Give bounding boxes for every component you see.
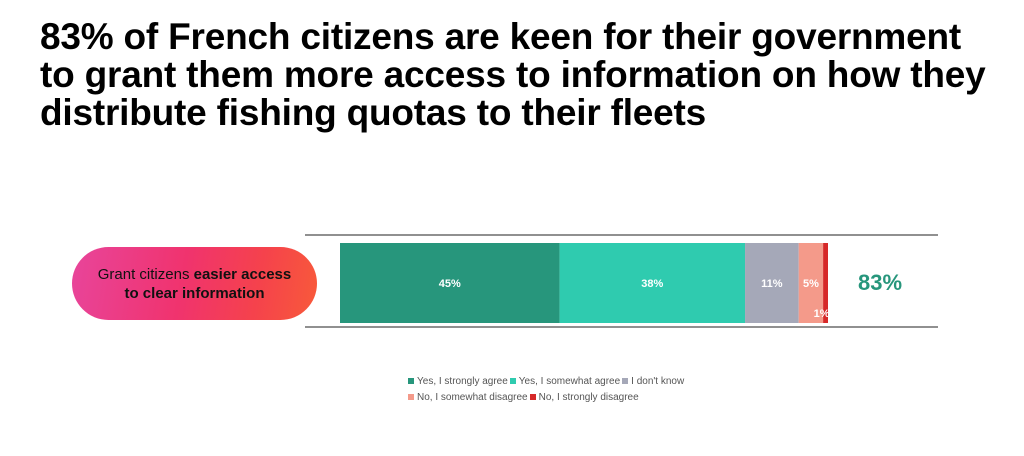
legend-item-strongly-disagree: No, I strongly disagree bbox=[529, 390, 639, 406]
legend-label-somewhat-agree: Yes, I somewhat agree bbox=[518, 376, 621, 387]
legend-item-dont-know: I don't know bbox=[622, 374, 684, 390]
legend-label-dont-know: I don't know bbox=[631, 376, 685, 387]
chart-title: 83% of French citizens are keen for thei… bbox=[40, 16, 986, 133]
legend-item-somewhat-agree: Yes, I somewhat agree bbox=[509, 374, 621, 390]
category-label: Grant citizens easier access to clear in… bbox=[72, 265, 317, 303]
total-agree-label: 83% bbox=[858, 270, 902, 295]
data-label-somewhat-disagree: 5% bbox=[803, 278, 819, 290]
legend-item-somewhat-disagree: No, I somewhat disagree bbox=[408, 390, 528, 406]
legend-swatch-somewhat-disagree bbox=[408, 394, 414, 400]
data-label-dont-know: 11% bbox=[761, 278, 783, 290]
legend-item-strongly-agree: Yes, I strongly agree bbox=[408, 374, 508, 390]
legend-label-somewhat-disagree: No, I somewhat disagree bbox=[417, 392, 528, 403]
bar-somewhat-disagree bbox=[798, 243, 824, 323]
legend-label-strongly-disagree: No, I strongly disagree bbox=[538, 392, 639, 403]
bar-strongly-disagree bbox=[823, 243, 828, 323]
category-label-part2: easier access to clear information bbox=[124, 265, 292, 302]
data-label-somewhat-agree: 38% bbox=[641, 278, 663, 290]
category-label-pill: Grant citizens easier access to clear in… bbox=[72, 247, 317, 320]
category-label-part1: Grant citizens bbox=[97, 265, 194, 283]
legend: Yes, I strongly agree Yes, I somewhat agr… bbox=[408, 374, 738, 406]
bar-segments: 45% 38% 11% 5% 1% bbox=[340, 243, 830, 323]
bar-strongly-agree bbox=[340, 243, 560, 323]
data-label-strongly-disagree: 1% bbox=[814, 308, 830, 320]
data-label-strongly-agree: 45% bbox=[439, 278, 461, 290]
legend-label-strongly-agree: Yes, I strongly agree bbox=[417, 376, 508, 387]
bar-somewhat-agree bbox=[559, 243, 746, 323]
legend-swatch-strongly-agree bbox=[408, 378, 414, 384]
legend-swatch-somewhat-agree bbox=[509, 378, 516, 384]
legend-swatch-strongly-disagree bbox=[529, 394, 536, 400]
legend-swatch-dont-know bbox=[622, 378, 629, 384]
bar-dont-know bbox=[745, 243, 799, 323]
